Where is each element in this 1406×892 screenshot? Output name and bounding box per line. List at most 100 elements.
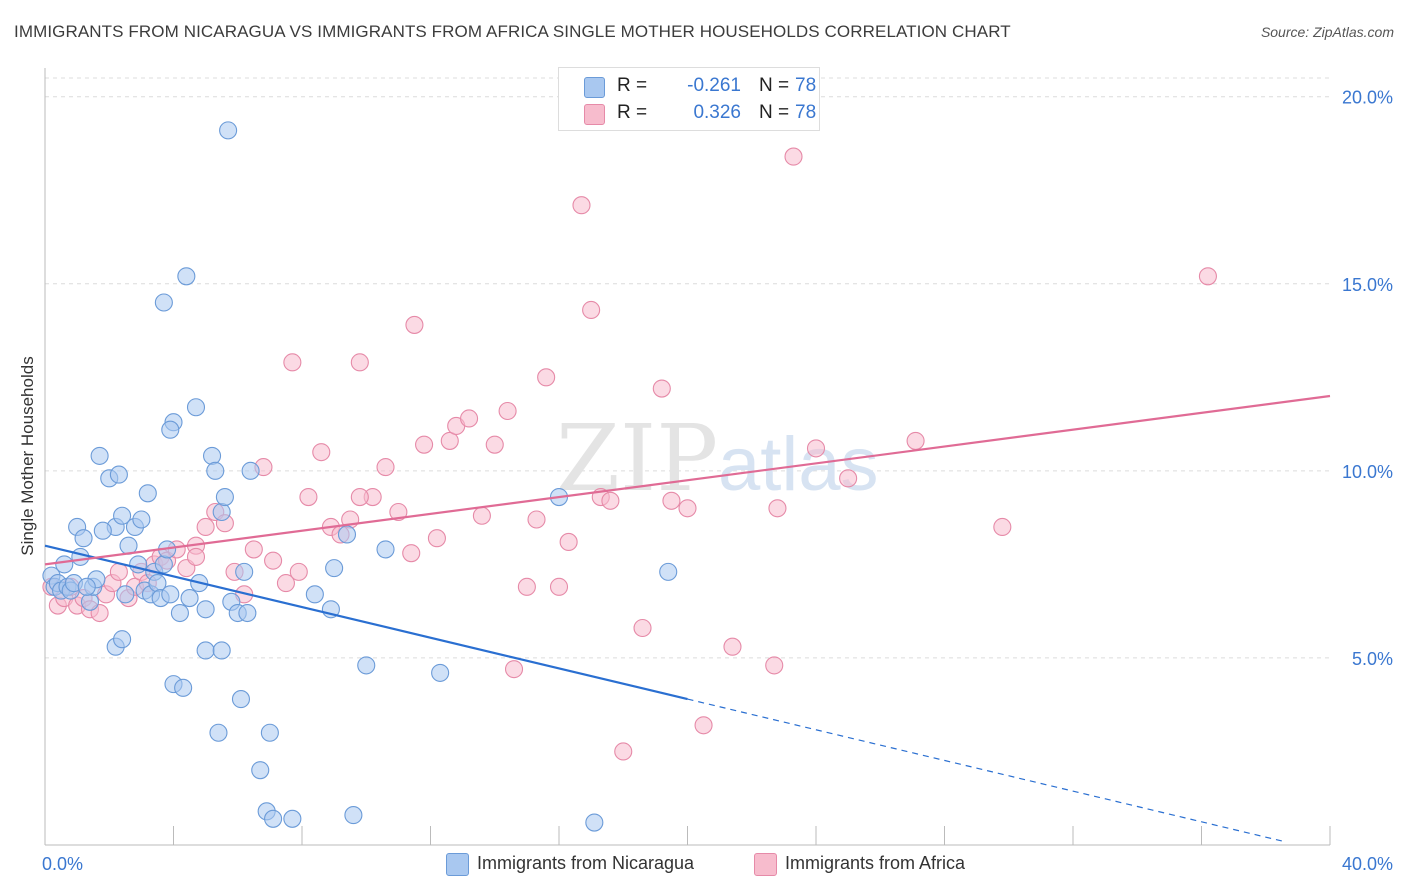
nicaragua-point [196, 600, 215, 619]
chart-title: IMMIGRANTS FROM NICARAGUA VS IMMIGRANTS … [14, 22, 1011, 41]
legend-n-value: 78 [795, 102, 817, 123]
legend-swatch-pink [754, 853, 777, 876]
africa-point [350, 487, 369, 507]
africa-point [283, 353, 302, 372]
africa-point [906, 431, 925, 450]
nicaragua-point [109, 465, 128, 484]
trend-lines [44, 394, 1331, 842]
y-tick-label: 20.0% [1342, 88, 1393, 108]
nicaragua-point [177, 267, 196, 286]
africa-point [299, 487, 318, 507]
nicaragua-point [325, 559, 344, 578]
y-axis-label: Single Mother Households [18, 356, 37, 556]
nicaragua-point [196, 641, 215, 660]
legend-r-label: R = [617, 102, 648, 123]
africa-point [839, 469, 858, 488]
nicaragua-point [93, 521, 112, 540]
nicaragua-point [132, 510, 151, 529]
africa-point [485, 435, 504, 454]
legend-r-label: R = [617, 75, 648, 96]
nicaragua-point [170, 603, 189, 623]
africa-point [376, 458, 395, 477]
legend-swatch-blue [446, 853, 469, 876]
africa-point [276, 574, 295, 593]
nicaragua-point [80, 592, 100, 611]
nicaragua-point [219, 121, 238, 140]
africa-point [633, 618, 652, 638]
africa-point [678, 499, 697, 518]
africa-point [601, 491, 620, 510]
nicaragua-point [376, 540, 395, 559]
nicaragua-point [283, 809, 302, 828]
nicaragua-point [215, 487, 234, 507]
series-legend: Immigrants from Nicaragua Immigrants fro… [0, 852, 1406, 878]
africa-point [472, 506, 491, 525]
y-tick-label: 5.0% [1352, 649, 1393, 669]
africa-point [312, 443, 331, 462]
africa-point [806, 439, 826, 458]
africa-point [350, 353, 369, 372]
nicaragua-point [180, 589, 199, 608]
x-tick-label: 0.0% [42, 854, 83, 874]
nicaragua-point [212, 502, 231, 522]
x-tick-label: 40.0% [1342, 854, 1393, 874]
africa-point [572, 196, 591, 215]
africa-point [537, 368, 556, 387]
nicaragua-point [174, 678, 193, 697]
africa-point [694, 716, 713, 735]
africa-point [504, 660, 524, 679]
nicaragua-point [113, 630, 132, 649]
africa-point [765, 656, 784, 675]
watermark-atlas: atlas [718, 422, 879, 507]
nicaragua-point [206, 461, 225, 480]
correlation-legend: R = -0.261 N = 78 R = 0.326 N = 78 [558, 67, 820, 131]
watermark-zip: ZIP [556, 405, 718, 512]
africa-point [427, 529, 446, 548]
africa-point [289, 562, 308, 581]
legend-label: Immigrants from Nicaragua [477, 853, 695, 873]
africa-point [723, 637, 742, 656]
africa-point [440, 431, 459, 450]
nicaragua-point [138, 484, 157, 503]
legend-label: Immigrants from Africa [785, 853, 966, 873]
nicaragua-point [186, 398, 206, 417]
africa-point [652, 379, 671, 398]
africa-point [264, 551, 283, 570]
nicaragua-point [55, 555, 74, 574]
nicaragua-point [161, 585, 180, 604]
africa-point [582, 300, 601, 320]
nicaragua-point [116, 585, 135, 604]
legend-n-value: 78 [795, 75, 817, 96]
africa-point [459, 409, 479, 428]
africa-point [1198, 267, 1217, 286]
africa-point [549, 577, 569, 596]
nicaragua-point [357, 656, 376, 675]
legend-swatch-blue [584, 77, 605, 98]
africa-point [768, 499, 787, 518]
nicaragua-trend-line [44, 544, 688, 701]
nicaragua-point [212, 641, 231, 660]
nicaragua-point [585, 813, 604, 832]
nicaragua-point [71, 547, 90, 566]
y-tick-label: 15.0% [1342, 275, 1393, 295]
legend-swatch-pink [584, 104, 605, 125]
nicaragua-point [113, 506, 132, 525]
africa-point [993, 517, 1012, 537]
nicaragua-trend-extension [687, 698, 1282, 842]
africa-point [186, 547, 206, 566]
africa-point [196, 517, 215, 537]
nicaragua-point [337, 525, 357, 544]
nicaragua-point [209, 723, 228, 742]
africa-point [559, 532, 578, 551]
source-label: Source: ZipAtlas.com [1260, 24, 1394, 40]
africa-point [109, 562, 128, 581]
legend-r-value: 0.326 [693, 102, 741, 123]
nicaragua-point [90, 446, 109, 465]
axes [44, 68, 1331, 846]
nicaragua-point [238, 603, 257, 623]
legend-n-label: N = [759, 75, 790, 96]
nicaragua-point [241, 461, 260, 480]
africa-trend-line [44, 394, 1331, 566]
africa-point [389, 502, 408, 522]
africa-point [517, 577, 536, 596]
